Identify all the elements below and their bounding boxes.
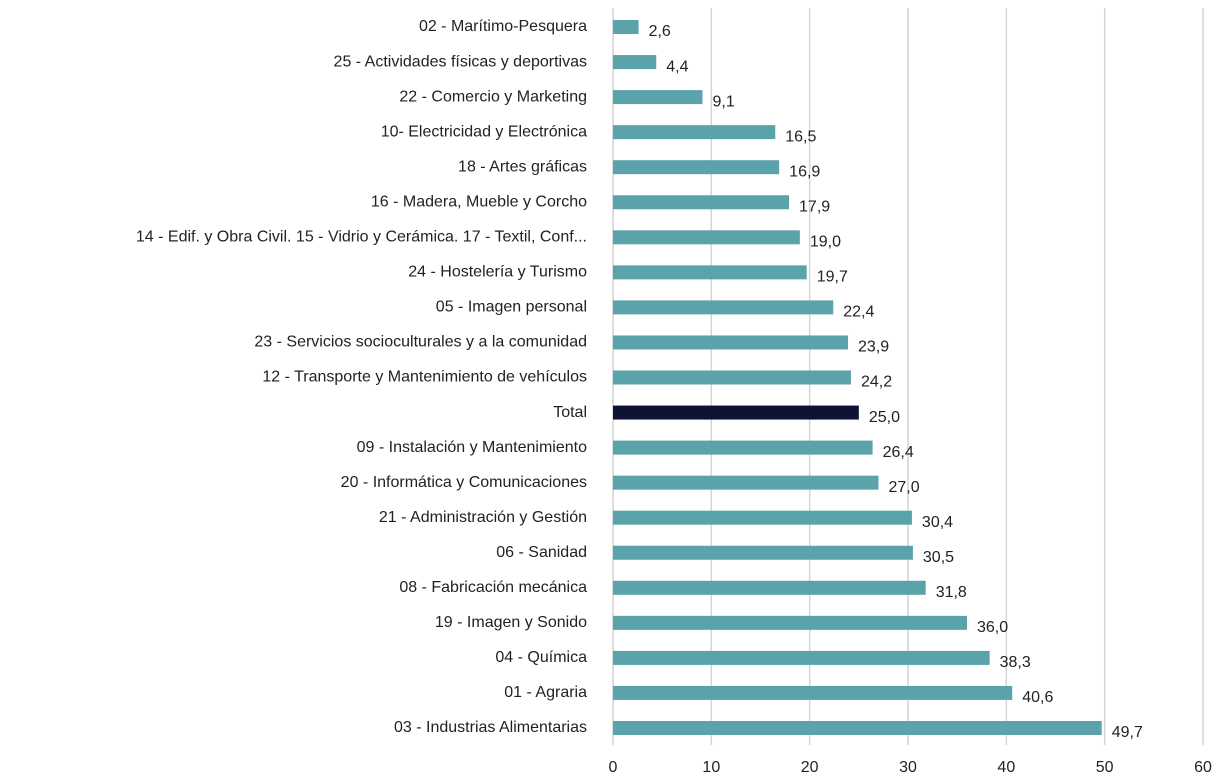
x-tick-label: 30 — [899, 759, 917, 776]
bar — [613, 721, 1102, 735]
data-label: 2,6 — [649, 23, 671, 40]
data-label: 23,9 — [858, 339, 889, 356]
data-label: 17,9 — [799, 198, 830, 215]
y-tick-label: 09 - Instalación y Mantenimiento — [357, 439, 587, 456]
y-tick-label: 10- Electricidad y Electrónica — [381, 123, 587, 140]
bar — [613, 405, 859, 420]
y-tick-label: 02 - Marítimo-Pesquera — [419, 18, 587, 35]
bar — [613, 55, 657, 70]
y-tick-label: 04 - Química — [495, 649, 587, 666]
y-tick-label: 24 - Hostelería y Turismo — [408, 264, 587, 281]
bar — [613, 20, 639, 34]
bar — [613, 300, 834, 315]
bar — [613, 580, 926, 595]
data-label: 22,4 — [843, 304, 874, 321]
y-tick-label: 08 - Fabricación mecánica — [399, 579, 587, 596]
y-tick-label: 19 - Imagen y Sonido — [435, 614, 587, 631]
data-label: 31,8 — [936, 584, 967, 601]
y-tick-label: 16 - Madera, Mueble y Corcho — [371, 193, 587, 210]
data-label: 19,0 — [810, 234, 841, 251]
y-tick-label: Total — [553, 404, 587, 421]
bar — [613, 370, 851, 385]
x-tick-label: 50 — [1096, 759, 1114, 776]
data-label: 4,4 — [666, 58, 688, 75]
y-tick-label: 21 - Administración y Gestión — [379, 509, 587, 526]
y-tick-label: 18 - Artes gráficas — [458, 158, 587, 175]
bar — [613, 335, 849, 350]
data-label: 26,4 — [883, 444, 914, 461]
y-tick-label: 03 - Industrias Alimentarias — [394, 719, 587, 736]
bar — [613, 685, 1013, 700]
data-label: 25,0 — [869, 409, 900, 426]
data-label: 19,7 — [817, 269, 848, 286]
y-tick-label: 14 - Edif. y Obra Civil. 15 - Vidrio y C… — [136, 229, 587, 246]
data-label: 24,2 — [861, 374, 892, 391]
x-tick-label: 0 — [609, 759, 618, 776]
bar — [613, 125, 776, 140]
bar — [613, 650, 990, 665]
y-tick-label: 06 - Sanidad — [496, 544, 587, 561]
y-tick-label: 23 - Servicios socioculturales y a la co… — [254, 334, 587, 351]
data-label: 36,0 — [977, 619, 1008, 636]
x-tick-label: 40 — [997, 759, 1015, 776]
data-label: 30,4 — [922, 514, 953, 531]
data-label: 27,0 — [889, 479, 920, 496]
bar — [613, 510, 912, 525]
data-label: 49,7 — [1112, 724, 1143, 741]
y-tick-label: 01 - Agraria — [504, 684, 587, 701]
bar — [613, 545, 913, 560]
x-tick-label: 10 — [702, 759, 720, 776]
y-tick-label: 20 - Informática y Comunicaciones — [341, 474, 587, 491]
data-label: 38,3 — [1000, 654, 1031, 671]
y-tick-label: 25 - Actividades físicas y deportivas — [334, 53, 587, 70]
data-label: 16,9 — [789, 163, 820, 180]
data-label: 40,6 — [1022, 689, 1053, 706]
y-tick-label: 12 - Transporte y Mantenimiento de vehíc… — [262, 369, 587, 386]
x-tick-label: 60 — [1194, 759, 1212, 776]
bar — [613, 265, 807, 280]
bar — [613, 160, 780, 175]
x-tick-label: 20 — [801, 759, 819, 776]
bar — [613, 440, 873, 455]
bar — [613, 90, 703, 105]
data-label: 30,5 — [923, 549, 954, 566]
y-tick-label: 05 - Imagen personal — [436, 299, 587, 316]
bar — [613, 195, 790, 210]
bar — [613, 230, 800, 245]
data-label: 16,5 — [785, 128, 816, 145]
y-tick-label: 22 - Comercio y Marketing — [399, 88, 587, 105]
bar — [613, 615, 967, 630]
bar — [613, 475, 879, 490]
data-label: 9,1 — [712, 93, 734, 110]
